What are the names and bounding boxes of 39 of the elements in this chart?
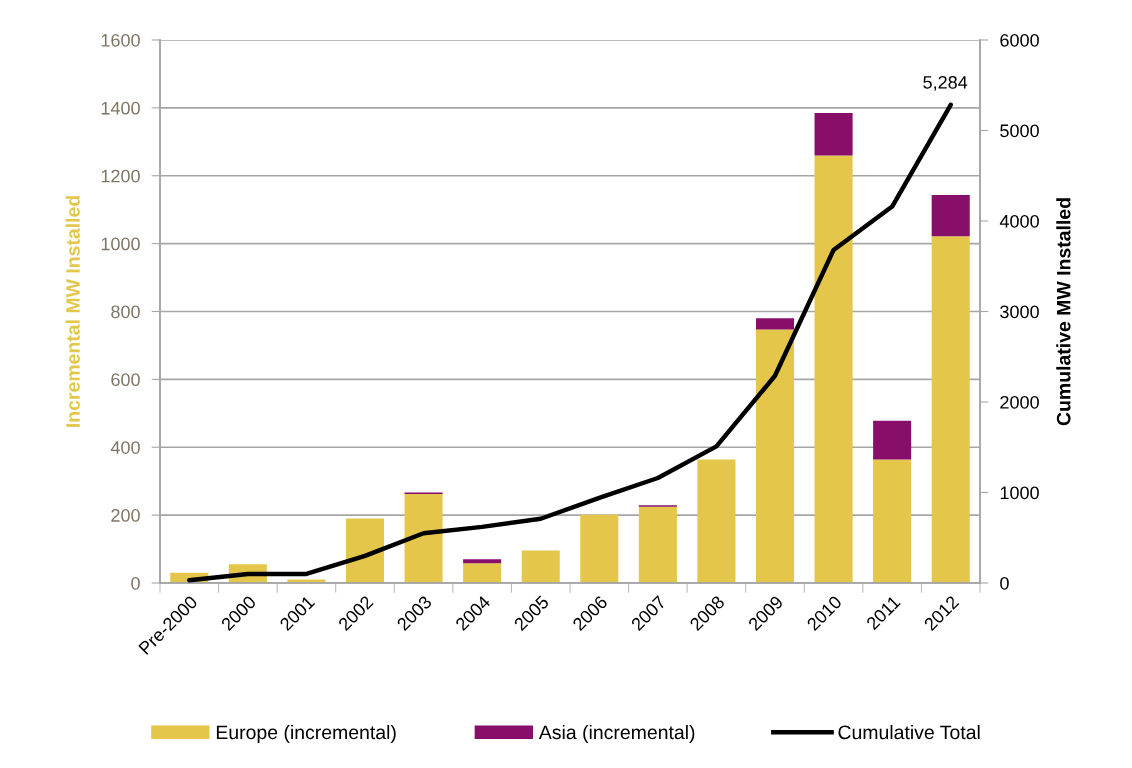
- y2-tick-label: 4000: [999, 214, 1039, 228]
- y-axis-title: Incremental MW Installed: [65, 196, 80, 427]
- legend-label: Cumulative Total: [838, 724, 980, 740]
- y-tick-label: 200: [111, 509, 140, 522]
- y2-tick-label: 2000: [1000, 395, 1039, 409]
- bar: [345, 518, 385, 583]
- bar: [755, 329, 795, 583]
- y-tick-label: 400: [110, 441, 140, 454]
- bar: [697, 459, 736, 583]
- bar: [638, 506, 677, 583]
- legend-label: Europe (incremental): [216, 724, 396, 744]
- bar: [404, 494, 443, 583]
- bar: [755, 318, 795, 330]
- y-tick-label: 0: [131, 576, 140, 590]
- line-series: [187, 102, 953, 583]
- y2-tick-label: 5000: [1000, 124, 1039, 138]
- bar: [463, 559, 502, 564]
- bar: [931, 236, 970, 583]
- data-label: 5,284: [923, 75, 968, 91]
- bar: [521, 550, 560, 583]
- y-tick-label: 600: [111, 373, 140, 387]
- legend-label: Asia (incremental): [538, 724, 695, 744]
- y2-tick-label: 1000: [1000, 486, 1039, 500]
- y-tick-label: 1600: [101, 33, 140, 47]
- bar: [814, 112, 853, 156]
- bar: [873, 420, 912, 460]
- y-tick-label: 800: [111, 305, 140, 319]
- bar: [580, 514, 619, 583]
- bar: [463, 563, 502, 583]
- y2-tick-label: 3000: [1000, 305, 1039, 319]
- y-tick-label: 1200: [101, 169, 140, 183]
- bar: [873, 459, 912, 583]
- bar: [931, 195, 970, 237]
- y-tick-label: 1000: [101, 237, 140, 251]
- y-tick-label: 1400: [101, 101, 140, 115]
- y2-axis-title: Cumulative MW Installed: [1056, 198, 1071, 426]
- y2-tick-label: 0: [1000, 576, 1009, 590]
- y2-tick-label: 6000: [1000, 33, 1039, 47]
- bar: [814, 155, 853, 583]
